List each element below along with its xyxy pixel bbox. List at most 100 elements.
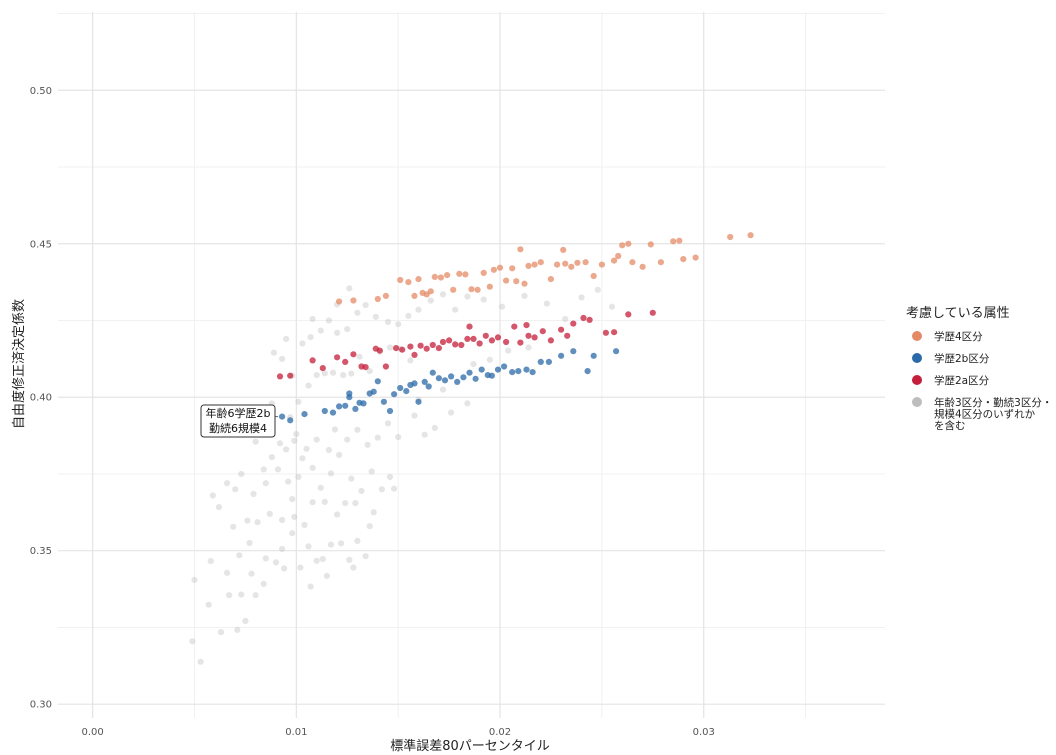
series-other: [189, 285, 616, 665]
data-point: [602, 329, 610, 336]
data-point: [676, 237, 683, 244]
data-point: [560, 246, 567, 253]
data-point: [460, 374, 467, 381]
legend-swatch: [912, 331, 922, 341]
data-point: [309, 499, 316, 506]
data-point: [289, 496, 296, 503]
data-point: [480, 269, 487, 276]
data-point: [537, 259, 544, 266]
data-point: [564, 332, 571, 339]
data-point: [558, 352, 565, 359]
data-point: [293, 431, 300, 438]
data-point: [252, 438, 259, 445]
data-point: [346, 285, 353, 292]
data-point: [578, 294, 585, 301]
data-point: [515, 368, 522, 375]
data-point: [344, 436, 351, 443]
data-point: [272, 559, 280, 566]
data-point: [476, 340, 483, 347]
data-point: [309, 357, 316, 364]
data-point: [262, 480, 269, 487]
data-point: [391, 391, 398, 398]
data-point: [325, 317, 332, 324]
data-point: [399, 346, 406, 353]
data-point: [334, 329, 341, 336]
data-point: [395, 321, 402, 328]
data-point: [446, 337, 453, 344]
data-point: [444, 272, 451, 279]
data-point: [547, 276, 555, 283]
data-point: [224, 480, 231, 487]
data-point: [386, 407, 394, 415]
data-point: [448, 373, 455, 380]
data-point: [313, 557, 320, 564]
data-point: [336, 298, 343, 305]
data-point: [380, 398, 387, 405]
data-point: [352, 500, 359, 507]
legend: 考慮している属性 学歴4区分学歴2b区分学歴2a区分年齢3区分・勤続3区分・規模…: [906, 306, 1052, 432]
data-point: [505, 347, 512, 354]
data-point: [458, 341, 465, 349]
data-point: [329, 369, 337, 376]
data-point: [503, 338, 510, 346]
data-point: [368, 468, 375, 475]
data-point: [474, 286, 481, 293]
data-point: [384, 318, 392, 326]
data-point: [391, 485, 398, 492]
legend-label: 学歴2b区分: [934, 352, 990, 365]
data-point: [411, 351, 418, 358]
y-tick-label: 0.30: [30, 700, 52, 711]
legend-swatch: [912, 397, 922, 407]
data-point: [531, 334, 538, 341]
data-point: [291, 513, 298, 521]
x-tick-label: 0.03: [693, 727, 715, 738]
data-point: [307, 334, 314, 341]
data-point: [425, 383, 432, 390]
data-point: [352, 405, 359, 412]
data-point: [427, 297, 434, 304]
data-point: [289, 530, 296, 537]
data-point: [336, 403, 343, 410]
data-point: [503, 277, 510, 284]
annotation-line-1: 年齢6学歴2b: [206, 406, 271, 420]
data-point: [423, 345, 430, 352]
data-point: [297, 564, 304, 571]
data-point: [305, 382, 312, 389]
data-point: [287, 417, 294, 424]
data-point: [598, 261, 606, 268]
data-point: [590, 352, 597, 359]
data-point: [354, 309, 361, 316]
data-point: [342, 500, 349, 507]
data-point: [236, 552, 243, 559]
data-point: [594, 286, 601, 293]
series-edu4: [336, 232, 754, 305]
data-point: [574, 259, 581, 266]
data-point: [262, 555, 269, 562]
data-point: [499, 303, 506, 310]
data-point: [649, 309, 656, 316]
data-point: [279, 516, 286, 524]
data-point: [217, 629, 225, 636]
series-edu2b: [279, 348, 620, 424]
data-point: [378, 486, 385, 493]
data-point: [276, 373, 284, 380]
annotation-box: [200, 404, 276, 438]
data-point: [299, 340, 306, 347]
data-point: [727, 233, 734, 241]
data-point: [747, 232, 754, 239]
legend-label: を含む: [934, 419, 966, 432]
legend-item-edu2a: 学歴2a区分: [912, 374, 990, 387]
data-point: [329, 409, 337, 416]
data-point: [232, 486, 239, 493]
data-point: [207, 558, 214, 565]
data-point: [266, 510, 273, 517]
data-point: [452, 306, 459, 313]
legend-title: 考慮している属性: [906, 306, 1010, 321]
data-point: [376, 347, 383, 354]
data-point: [279, 545, 286, 553]
data-point: [647, 241, 654, 248]
data-point: [431, 424, 438, 431]
data-point: [435, 345, 442, 352]
y-tick-label: 0.45: [30, 239, 52, 250]
